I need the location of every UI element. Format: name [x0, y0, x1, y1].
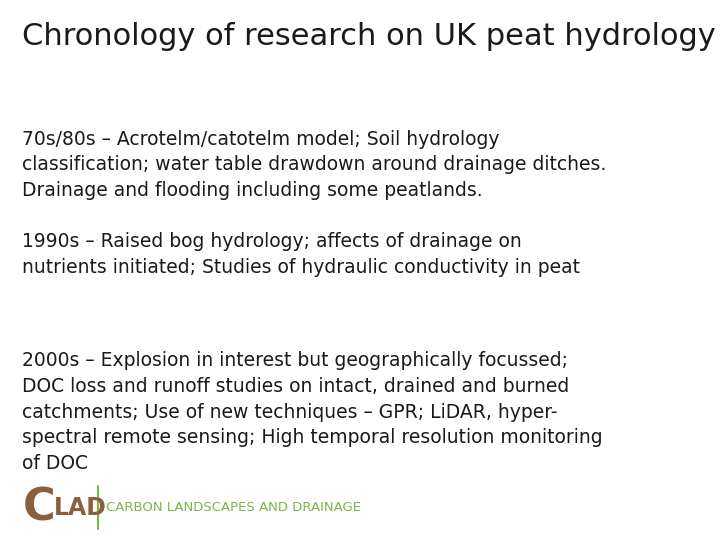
- Text: C: C: [22, 486, 55, 529]
- Text: 70s/80s – Acrotelm/catotelm model; Soil hydrology
classification; water table dr: 70s/80s – Acrotelm/catotelm model; Soil …: [22, 130, 607, 200]
- Text: CARBON LANDSCAPES AND DRAINAGE: CARBON LANDSCAPES AND DRAINAGE: [106, 501, 361, 514]
- Text: 1990s – Raised bog hydrology; affects of drainage on
nutrients initiated; Studie: 1990s – Raised bog hydrology; affects of…: [22, 232, 580, 277]
- Text: Chronology of research on UK peat hydrology: Chronology of research on UK peat hydrol…: [22, 22, 716, 51]
- Text: LAD: LAD: [53, 496, 107, 519]
- Text: 2000s – Explosion in interest but geographically focussed;
DOC loss and runoff s: 2000s – Explosion in interest but geogra…: [22, 351, 603, 473]
